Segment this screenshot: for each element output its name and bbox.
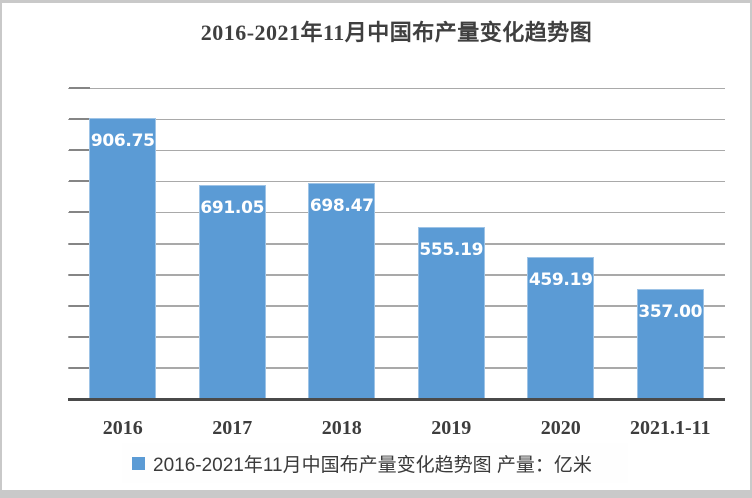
bar-2018: 698.47	[308, 182, 376, 400]
bar-value-label: 906.75	[90, 131, 155, 152]
bar-value-label: 357.00	[638, 301, 703, 322]
gridline	[68, 336, 725, 338]
gridline	[68, 274, 725, 276]
plot-area: 906.75 691.05 698.47 555.19 459.19 357.00	[68, 87, 725, 401]
bar-value-label: 698.47	[309, 195, 374, 216]
bar-slot: 459.19	[506, 89, 616, 400]
bar-2017: 691.05	[198, 185, 266, 400]
legend-label: 2016-2021年11月中国布产量变化趋势图 产量：亿米	[153, 454, 592, 476]
bar-2020: 459.19	[527, 257, 595, 400]
bar-slot: 357.00	[616, 89, 726, 400]
bar-slot: 698.47	[287, 89, 397, 400]
x-axis-label-2020: 2020	[540, 417, 581, 439]
y-axis-tick	[69, 118, 90, 121]
y-axis-tick	[69, 273, 90, 276]
x-axis-label-2021.1-11: 2021.1-11	[629, 417, 711, 439]
x-axis-label-2017: 2017	[212, 417, 253, 439]
bar-slot: 555.19	[397, 89, 507, 400]
bar-value-label: 555.19	[419, 240, 484, 261]
bars-layer: 906.75 691.05 698.47 555.19 459.19 357.00	[68, 89, 725, 400]
y-axis-tick	[69, 180, 90, 183]
legend-series-marker-icon	[132, 456, 145, 470]
y-axis-tick	[69, 242, 90, 245]
gridline	[68, 87, 725, 89]
gridline	[68, 243, 725, 245]
x-axis-labels: 2016 2017 2018 2019 2020 2021.1-11	[68, 417, 725, 440]
bar-slot: 906.75	[68, 89, 178, 400]
gridline	[68, 211, 725, 214]
y-axis-tick	[69, 366, 90, 369]
chart-canvas: 2016-2021年11月中国布产量变化趋势图 906.75 691.05 698.…	[2, 3, 750, 490]
bar-value-label: 459.19	[528, 270, 593, 291]
bar-2021.1-11: 357.00	[636, 288, 704, 400]
bar-2019: 555.19	[417, 227, 485, 400]
gridline	[68, 305, 725, 307]
y-axis-tick	[69, 335, 90, 338]
gridline	[68, 118, 725, 121]
y-axis-tick	[69, 87, 90, 89]
y-axis-tick	[69, 304, 90, 307]
bar-2016: 906.75	[89, 118, 157, 400]
x-axis-label-2016: 2016	[102, 417, 143, 439]
legend: 2016-2021年11月中国布产量变化趋势图 产量：亿米	[122, 443, 628, 483]
y-axis-tick	[69, 149, 90, 152]
x-axis-line	[68, 398, 725, 401]
bar-slot: 691.05	[178, 89, 288, 400]
y-axis-tick	[69, 211, 90, 214]
gridline	[68, 149, 725, 152]
x-axis-label-2018: 2018	[321, 417, 362, 439]
gridline	[68, 367, 725, 369]
chart-title: 2016-2021年11月中国布产量变化趋势图	[200, 20, 593, 45]
x-axis-label-2019: 2019	[431, 417, 472, 439]
gridline	[68, 180, 725, 183]
bar-value-label: 691.05	[200, 198, 265, 219]
